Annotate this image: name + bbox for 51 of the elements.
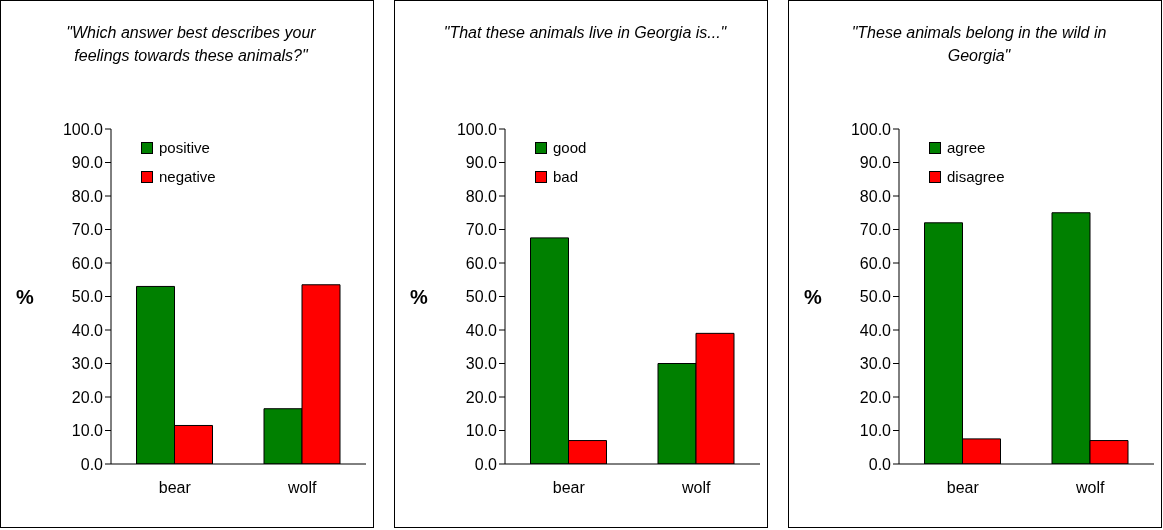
y-tick-label: 70.0 [859,221,892,239]
y-tick-label: 60.0 [465,254,498,272]
x-tick-label: wolf [1075,479,1106,497]
y-tick-label: 100.0 [850,120,892,138]
y-tick-label: 60.0 [71,254,104,272]
y-axis-title: % [804,285,822,308]
y-tick-label: 20.0 [71,388,104,406]
y-tick-label: 20.0 [465,388,498,406]
y-tick-label: 0.0 [868,455,892,473]
y-tick-label: 50.0 [71,288,104,306]
y-tick-label: 90.0 [859,154,892,172]
x-tick-label: bear [552,479,586,497]
y-tick-label: 30.0 [71,355,104,373]
y-tick-label: 40.0 [859,321,892,339]
y-tick-label: 80.0 [465,187,498,205]
y-tick-label: 90.0 [465,154,498,172]
y-tick-label: 70.0 [465,221,498,239]
y-tick-label: 20.0 [859,388,892,406]
y-tick-label: 100.0 [456,120,498,138]
x-tick-label: wolf [287,479,318,497]
legend-label: positive [159,139,210,156]
chart-title: "That these animals live in Georgia is..." [442,23,728,43]
y-tick-label: 90.0 [71,154,104,172]
x-tick-label: bear [946,479,980,497]
y-tick-label: 100.0 [62,120,104,138]
y-tick-label: 70.0 [71,221,104,239]
x-tick-label: wolf [681,479,712,497]
y-tick-label: 80.0 [859,187,892,205]
y-tick-label: 10.0 [465,422,498,440]
legend-label: disagree [947,168,1005,185]
y-tick-label: 80.0 [71,187,104,205]
legend-label: good [553,139,587,156]
y-tick-label: 50.0 [859,288,892,306]
y-tick-label: 10.0 [859,422,892,440]
y-tick-label: 0.0 [474,455,498,473]
y-tick-label: 40.0 [71,321,104,339]
chart-title: "These animals belong in the wild in Georgia" [850,23,1108,66]
legend-label: agree [947,139,986,156]
legend-label: bad [553,168,579,185]
y-tick-label: 10.0 [71,422,104,440]
legend-label: negative [159,168,216,185]
y-tick-label: 50.0 [465,288,498,306]
y-tick-label: 30.0 [465,355,498,373]
y-axis-title: % [16,285,34,308]
chart-title: "Which answer best describes your feelings towards these animals?" [65,23,317,66]
y-axis-title: % [410,285,428,308]
y-tick-label: 30.0 [859,355,892,373]
y-tick-label: 0.0 [80,455,104,473]
x-tick-label: bear [158,479,192,497]
y-tick-label: 60.0 [859,254,892,272]
y-tick-label: 40.0 [465,321,498,339]
